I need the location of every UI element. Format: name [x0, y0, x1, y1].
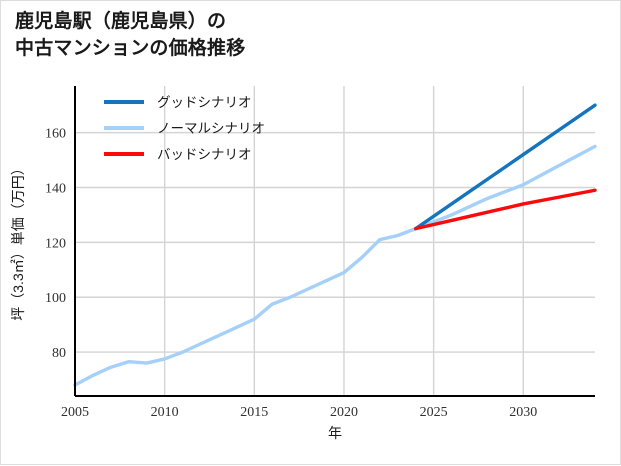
x-tick-label: 2015 — [240, 405, 268, 420]
series-line — [413, 103, 597, 231]
legend-label: ノーマルシナリオ — [157, 121, 265, 136]
x-tick-label: 2005 — [61, 405, 89, 420]
y-axis-title: 坪（3.3㎡）単価（万円） — [10, 161, 26, 320]
y-axis-tick-labels: 80 100 120 140 160 — [45, 127, 66, 361]
y-tick-label: 100 — [45, 291, 66, 306]
x-tick-label: 2025 — [420, 405, 448, 420]
series-line — [413, 188, 597, 231]
x-tick-label: 2030 — [509, 405, 537, 420]
data-series-group — [73, 103, 597, 387]
y-tick-label: 140 — [45, 182, 66, 197]
axis-lines-group — [74, 86, 595, 397]
x-axis-title: 年 — [328, 425, 342, 441]
x-axis-tick-labels: 2005 2010 2015 2020 2025 2030 — [61, 405, 537, 420]
y-tick-label: 120 — [45, 236, 66, 251]
gridlines-group — [74, 86, 595, 396]
y-tick-label: 80 — [52, 346, 66, 361]
x-tick-label: 2010 — [151, 405, 179, 420]
legend-label: バッドシナリオ — [157, 147, 252, 162]
y-tick-label: 160 — [45, 127, 66, 142]
legend-label: グッドシナリオ — [157, 95, 252, 110]
series-line — [73, 144, 597, 387]
chart-title: 鹿児島駅（鹿児島県）の 中古マンションの価格推移 — [15, 11, 246, 59]
x-tick-label: 2020 — [330, 405, 358, 420]
axis-titles-group: 年 坪（3.3㎡）単価（万円） — [10, 161, 342, 441]
